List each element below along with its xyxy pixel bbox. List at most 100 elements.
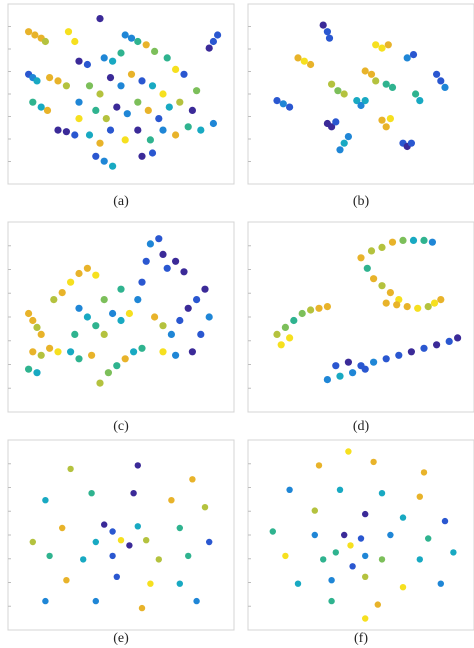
scatter-point [25, 309, 33, 318]
scatter-point [286, 334, 294, 342]
scatter-point [362, 510, 369, 518]
panel-caption-e: (e) [113, 631, 129, 646]
scatter-point [134, 37, 142, 46]
scatter-point [75, 98, 83, 106]
scatter-point [454, 334, 462, 342]
scatter-point [41, 37, 50, 46]
scatter-point [146, 240, 154, 248]
scatter-point [33, 369, 41, 377]
scatter-point [96, 139, 104, 147]
scatter-point [382, 123, 390, 131]
scatter-point [117, 285, 125, 293]
scatter-point [96, 15, 104, 23]
scatter-point [273, 97, 281, 105]
scatter-point [121, 31, 129, 39]
scatter-point [367, 70, 376, 78]
scatter-point [88, 351, 96, 359]
scatter-point [163, 264, 171, 272]
panel-a-frame [7, 3, 235, 185]
panel-e: (e) [7, 439, 235, 646]
scatter-point [159, 90, 167, 98]
scatter-point [336, 486, 344, 493]
scatter-point [25, 28, 33, 36]
scatter-point [134, 523, 141, 530]
scatter-point [363, 264, 371, 272]
scatter-point [75, 57, 83, 65]
scatter-point [92, 538, 100, 546]
scatter-point [33, 323, 41, 331]
scatter-point [328, 597, 335, 605]
scatter-point [349, 369, 357, 377]
scatter-point [281, 323, 289, 331]
scatter-point [328, 123, 336, 131]
scatter-point [155, 556, 162, 563]
scatter-point [75, 115, 83, 123]
scatter-point [420, 469, 428, 476]
scatter-point [144, 106, 152, 114]
scatter-point [441, 517, 449, 525]
scatter-point [409, 51, 418, 59]
scatter-point [92, 597, 100, 605]
scatter-point [315, 304, 323, 312]
scatter-point [416, 97, 424, 105]
scatter-point [334, 87, 342, 95]
panel-b-frame [247, 3, 474, 185]
scatter-point [106, 74, 115, 82]
scatter-point [300, 57, 308, 65]
scatter-point [142, 41, 150, 49]
scatter-point [37, 351, 45, 359]
scatter-point [433, 70, 441, 78]
scatter-point [315, 462, 323, 469]
scatter-point [125, 309, 133, 318]
scatter-point [172, 257, 180, 265]
panel-caption-a: (a) [113, 194, 129, 209]
scatter-point [104, 369, 112, 377]
panel-d-frame [247, 221, 474, 413]
scatter-point [349, 563, 356, 570]
scatter-point [37, 330, 45, 338]
scatter-point [357, 254, 365, 262]
scatter-point [54, 348, 62, 356]
scatter-point [185, 552, 192, 560]
scatter-point [332, 118, 340, 126]
scatter-point [403, 54, 411, 62]
scatter-point [155, 235, 163, 243]
scatter-point [428, 238, 436, 246]
scatter-point [209, 37, 217, 46]
scatter-point [67, 278, 75, 286]
scatter-point [117, 82, 125, 90]
scatter-point [412, 90, 420, 98]
scatter-point [269, 528, 276, 535]
scatter-point [172, 351, 180, 359]
scatter-point [100, 330, 108, 338]
scatter-point [29, 98, 37, 106]
scatter-point [344, 358, 352, 366]
scatter-point [29, 316, 37, 325]
scatter-point [75, 355, 83, 363]
scatter-point [109, 162, 117, 170]
scatter-point [197, 330, 205, 338]
scatter-point [71, 330, 79, 338]
scatter-point [29, 538, 36, 546]
scatter-point [42, 497, 49, 504]
panel-caption-f: (f) [354, 631, 368, 646]
panel-d: (d) [247, 221, 474, 434]
scatter-point [214, 31, 222, 39]
scatter-point [282, 552, 289, 560]
scatter-point [127, 70, 136, 78]
scatter-point [85, 82, 94, 90]
scatter-point [64, 28, 73, 36]
scatter-point [362, 615, 369, 622]
scatter-point [121, 355, 129, 363]
scatter-point [361, 67, 369, 75]
scatter-point [54, 77, 62, 85]
scatter-point [148, 149, 157, 157]
scatter-point [372, 41, 380, 49]
scatter-point [340, 90, 348, 98]
scatter-point [328, 80, 336, 88]
scatter-point [100, 54, 108, 62]
scatter-point [109, 309, 117, 318]
scatter-point [50, 296, 58, 304]
scatter-point [378, 556, 386, 563]
